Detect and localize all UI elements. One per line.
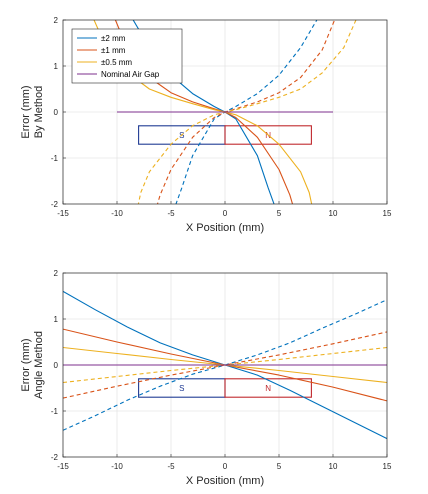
y-tick-label: 0 [54, 361, 59, 370]
x-tick-label: 0 [223, 209, 228, 218]
magnet-north-pole [224, 378, 312, 398]
magnet-north-pole [224, 125, 312, 145]
y-tick-label: -2 [51, 200, 59, 209]
x-axis-label: X Position (mm) [186, 222, 264, 234]
y-axis-label-line2: Angle Method [33, 331, 45, 399]
x-tick-label: 0 [223, 462, 228, 471]
y-axis-label-line1: Error (mm) [20, 338, 32, 391]
y-axis-label-line1: Error (mm) [20, 85, 32, 138]
x-tick-label: 10 [329, 209, 338, 218]
series-line-blue-dashed [63, 299, 387, 431]
legend-entry-label: ±2 mm [101, 34, 126, 43]
y-tick-label: 2 [54, 16, 59, 25]
legend: ±2 mm ±1 mm ±0.5 mm Nominal Air Gap [71, 28, 183, 84]
y-tick-label: 1 [54, 62, 59, 71]
legend-entry-label: ±0.5 mm [101, 58, 132, 67]
x-tick-label: -5 [167, 462, 175, 471]
y-axis-label-line2: By Method [33, 86, 45, 139]
axes-box [62, 19, 388, 205]
axes-box [62, 272, 388, 458]
y-tick-label: 1 [54, 315, 59, 324]
x-tick-label: 5 [277, 209, 282, 218]
magnet-north-label: N [265, 384, 271, 393]
y-tick-label: -1 [51, 407, 59, 416]
series-line-orange-dashed [137, 20, 357, 204]
magnet-south-label: S [179, 384, 184, 393]
x-tick-label: 15 [383, 462, 392, 471]
x-tick-label: -15 [57, 209, 69, 218]
series-group [63, 290, 387, 440]
legend-entry-label: Nominal Air Gap [101, 70, 160, 79]
x-tick-label: 15 [383, 209, 392, 218]
x-tick-label: -15 [57, 462, 69, 471]
series-line-red-dashed [63, 331, 387, 399]
y-tick-label: -1 [51, 154, 59, 163]
x-tick-label: -5 [167, 209, 175, 218]
series-line-blue-dashed [175, 20, 318, 204]
x-tick-label: 5 [277, 462, 282, 471]
y-tick-label: -2 [51, 453, 59, 462]
legend-entry-label: ±1 mm [101, 46, 126, 55]
x-tick-label: -10 [111, 209, 123, 218]
series-line-red-dashed [156, 20, 336, 204]
x-tick-label: 10 [329, 462, 338, 471]
x-tick-label: -10 [111, 462, 123, 471]
x-axis-label: X Position (mm) [186, 475, 264, 487]
y-tick-label: 2 [54, 269, 59, 278]
y-tick-label: 0 [54, 108, 59, 117]
